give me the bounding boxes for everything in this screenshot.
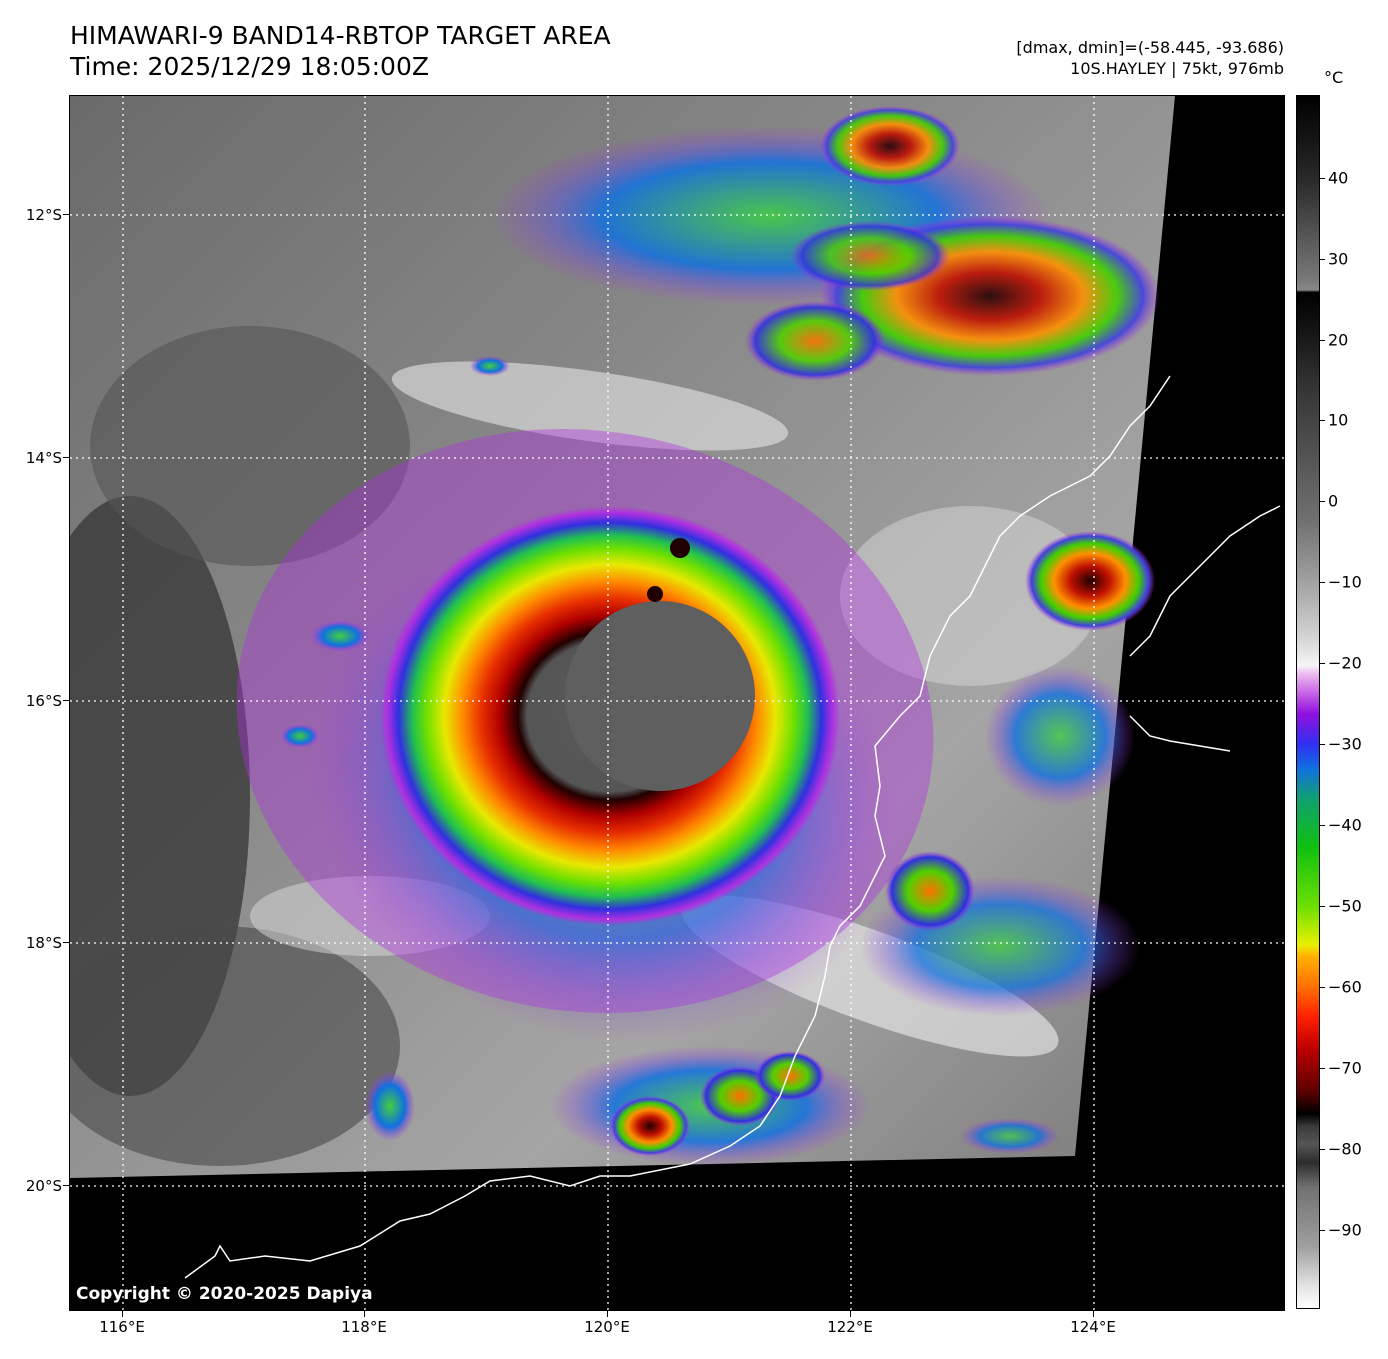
colorbar-label: −30 xyxy=(1328,734,1362,754)
range-text: [dmax, dmin]=(-58.445, -93.686) xyxy=(1016,38,1284,57)
colorbar-label: −50 xyxy=(1328,896,1362,916)
coastline xyxy=(1129,715,1231,752)
colorbar-label: −20 xyxy=(1328,653,1362,673)
lon-label: 116°E xyxy=(99,1318,145,1336)
colorbar-label: −40 xyxy=(1328,815,1362,835)
storm-text: 10S.HAYLEY | 75kt, 976mb xyxy=(1070,59,1284,78)
lat-label: 16°S xyxy=(25,692,62,710)
lat-label: 12°S xyxy=(25,206,62,224)
lon-tick xyxy=(122,1311,123,1317)
coastline xyxy=(184,375,1171,1279)
colorbar-label: −70 xyxy=(1328,1058,1362,1078)
colorbar-label: −80 xyxy=(1328,1139,1362,1159)
overshooting-top xyxy=(670,538,690,558)
clear-sky-region xyxy=(70,926,400,1166)
lon-tick xyxy=(364,1311,365,1317)
lon-tick xyxy=(1093,1311,1094,1317)
colorbar-label: 10 xyxy=(1328,410,1349,430)
lon-label: 124°E xyxy=(1070,1318,1116,1336)
lon-tick xyxy=(850,1311,851,1317)
lat-label: 18°S xyxy=(25,934,62,952)
coastline xyxy=(1129,505,1281,657)
colorbar-label: −90 xyxy=(1328,1220,1362,1240)
colorbar-label: 40 xyxy=(1328,168,1349,188)
convection-cell xyxy=(1025,531,1155,631)
colorbar-tick xyxy=(1320,825,1325,826)
storm-info: [dmax, dmin]=(-58.445, -93.686) 10S.HAYL… xyxy=(1016,37,1284,79)
colorbar-tick xyxy=(1320,178,1325,179)
graticule xyxy=(70,96,1284,1310)
colorbar-tick xyxy=(1320,582,1325,583)
convection-cell xyxy=(470,356,510,376)
convection-cell xyxy=(745,301,885,381)
lat-tick xyxy=(63,700,69,701)
lat-tick xyxy=(63,1185,69,1186)
colorbar-tick xyxy=(1320,340,1325,341)
convection-cell xyxy=(610,1096,690,1156)
colorbar-tick xyxy=(1320,987,1325,988)
convection-cell xyxy=(280,724,320,748)
overshooting-top xyxy=(647,586,663,602)
convection-cell xyxy=(820,106,960,186)
lat-label: 14°S xyxy=(25,449,62,467)
colorbar-label: 0 xyxy=(1328,491,1339,511)
colorbar-label: −60 xyxy=(1328,977,1362,997)
cloud-band xyxy=(391,361,789,451)
colorbar-tick xyxy=(1320,906,1325,907)
colorbar xyxy=(1296,95,1320,1309)
convection-cell xyxy=(755,1051,825,1101)
colorbar-tick xyxy=(1320,1149,1325,1150)
colorbar-tick xyxy=(1320,420,1325,421)
convection-cell xyxy=(365,1071,415,1141)
title-line1: HIMAWARI-9 BAND14-RBTOP TARGET AREA xyxy=(70,21,611,50)
colorbar-tick xyxy=(1320,1230,1325,1231)
satellite-imagery xyxy=(70,96,1284,1310)
colorbar-label: −10 xyxy=(1328,572,1362,592)
title-line2: Time: 2025/12/29 18:05:00Z xyxy=(70,52,429,81)
colorbar-tick xyxy=(1320,501,1325,502)
lat-tick xyxy=(63,457,69,458)
colorbar-label: 30 xyxy=(1328,249,1349,269)
convection-cell xyxy=(985,666,1135,806)
cyclone-eye xyxy=(565,601,755,791)
lat-label: 20°S xyxy=(25,1177,62,1195)
colorbar-label: 20 xyxy=(1328,330,1349,350)
colorbar-tick xyxy=(1320,663,1325,664)
lat-tick xyxy=(63,942,69,943)
satellite-map: Copyright © 2020-2025 Dapiya xyxy=(69,95,1285,1311)
convection-cell xyxy=(310,620,370,652)
lat-tick xyxy=(63,214,69,215)
convection-cell xyxy=(960,1118,1060,1154)
convection-cell xyxy=(790,221,950,291)
colorbar-tick xyxy=(1320,259,1325,260)
convection-cell xyxy=(885,851,975,931)
lon-label: 122°E xyxy=(827,1318,873,1336)
colorbar-tick xyxy=(1320,744,1325,745)
lon-tick xyxy=(607,1311,608,1317)
colorbar-tick xyxy=(1320,1068,1325,1069)
chart-title: HIMAWARI-9 BAND14-RBTOP TARGET AREA Time… xyxy=(70,20,611,82)
clear-sky-region xyxy=(90,326,410,566)
colorbar-unit: °C xyxy=(1324,68,1344,87)
copyright-text: Copyright © 2020-2025 Dapiya xyxy=(76,1284,373,1304)
lon-label: 120°E xyxy=(584,1318,630,1336)
lon-label: 118°E xyxy=(341,1318,387,1336)
